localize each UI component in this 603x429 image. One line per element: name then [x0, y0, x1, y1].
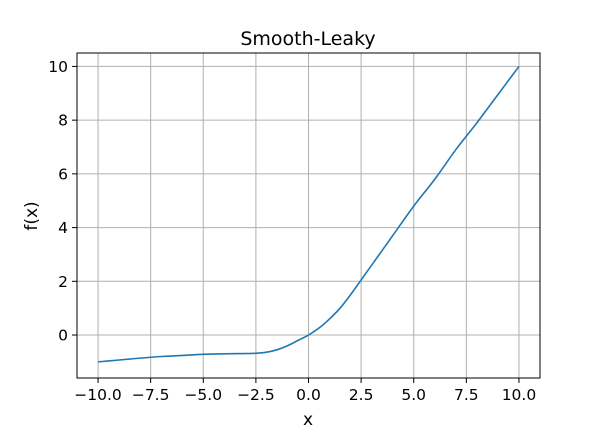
series-layer	[97, 65, 520, 363]
y-tick-label: 6	[58, 165, 68, 183]
chart-title: Smooth-Leaky	[240, 28, 375, 50]
x-axis-label: x	[303, 410, 313, 429]
x-tick-label: −10.0	[74, 386, 122, 404]
x-tick-label: −5.0	[184, 386, 222, 404]
x-tick-label: 0.0	[296, 386, 321, 404]
grid	[77, 53, 540, 378]
y-tick-label: 0	[58, 327, 68, 345]
y-tick-label: 4	[58, 219, 68, 237]
y-tick-label: 10	[48, 58, 68, 76]
x-tick-label: −7.5	[132, 386, 170, 404]
axis-ticks: −10.0 −7.5 −5.0 −2.5 0.0 2.5 5.0 7.5 10.0 0 2 4 6 8 10	[48, 58, 536, 404]
x-tick-label: 2.5	[349, 386, 374, 404]
series-line	[97, 65, 520, 363]
y-tick-label: 2	[58, 273, 68, 291]
y-axis-label: f(x)	[22, 201, 42, 230]
x-tick-label: 5.0	[401, 386, 426, 404]
x-tick-label: 7.5	[454, 386, 479, 404]
x-tick-label: 10.0	[502, 386, 537, 404]
x-tick-label: −2.5	[237, 386, 275, 404]
y-tick-label: 8	[58, 112, 68, 130]
